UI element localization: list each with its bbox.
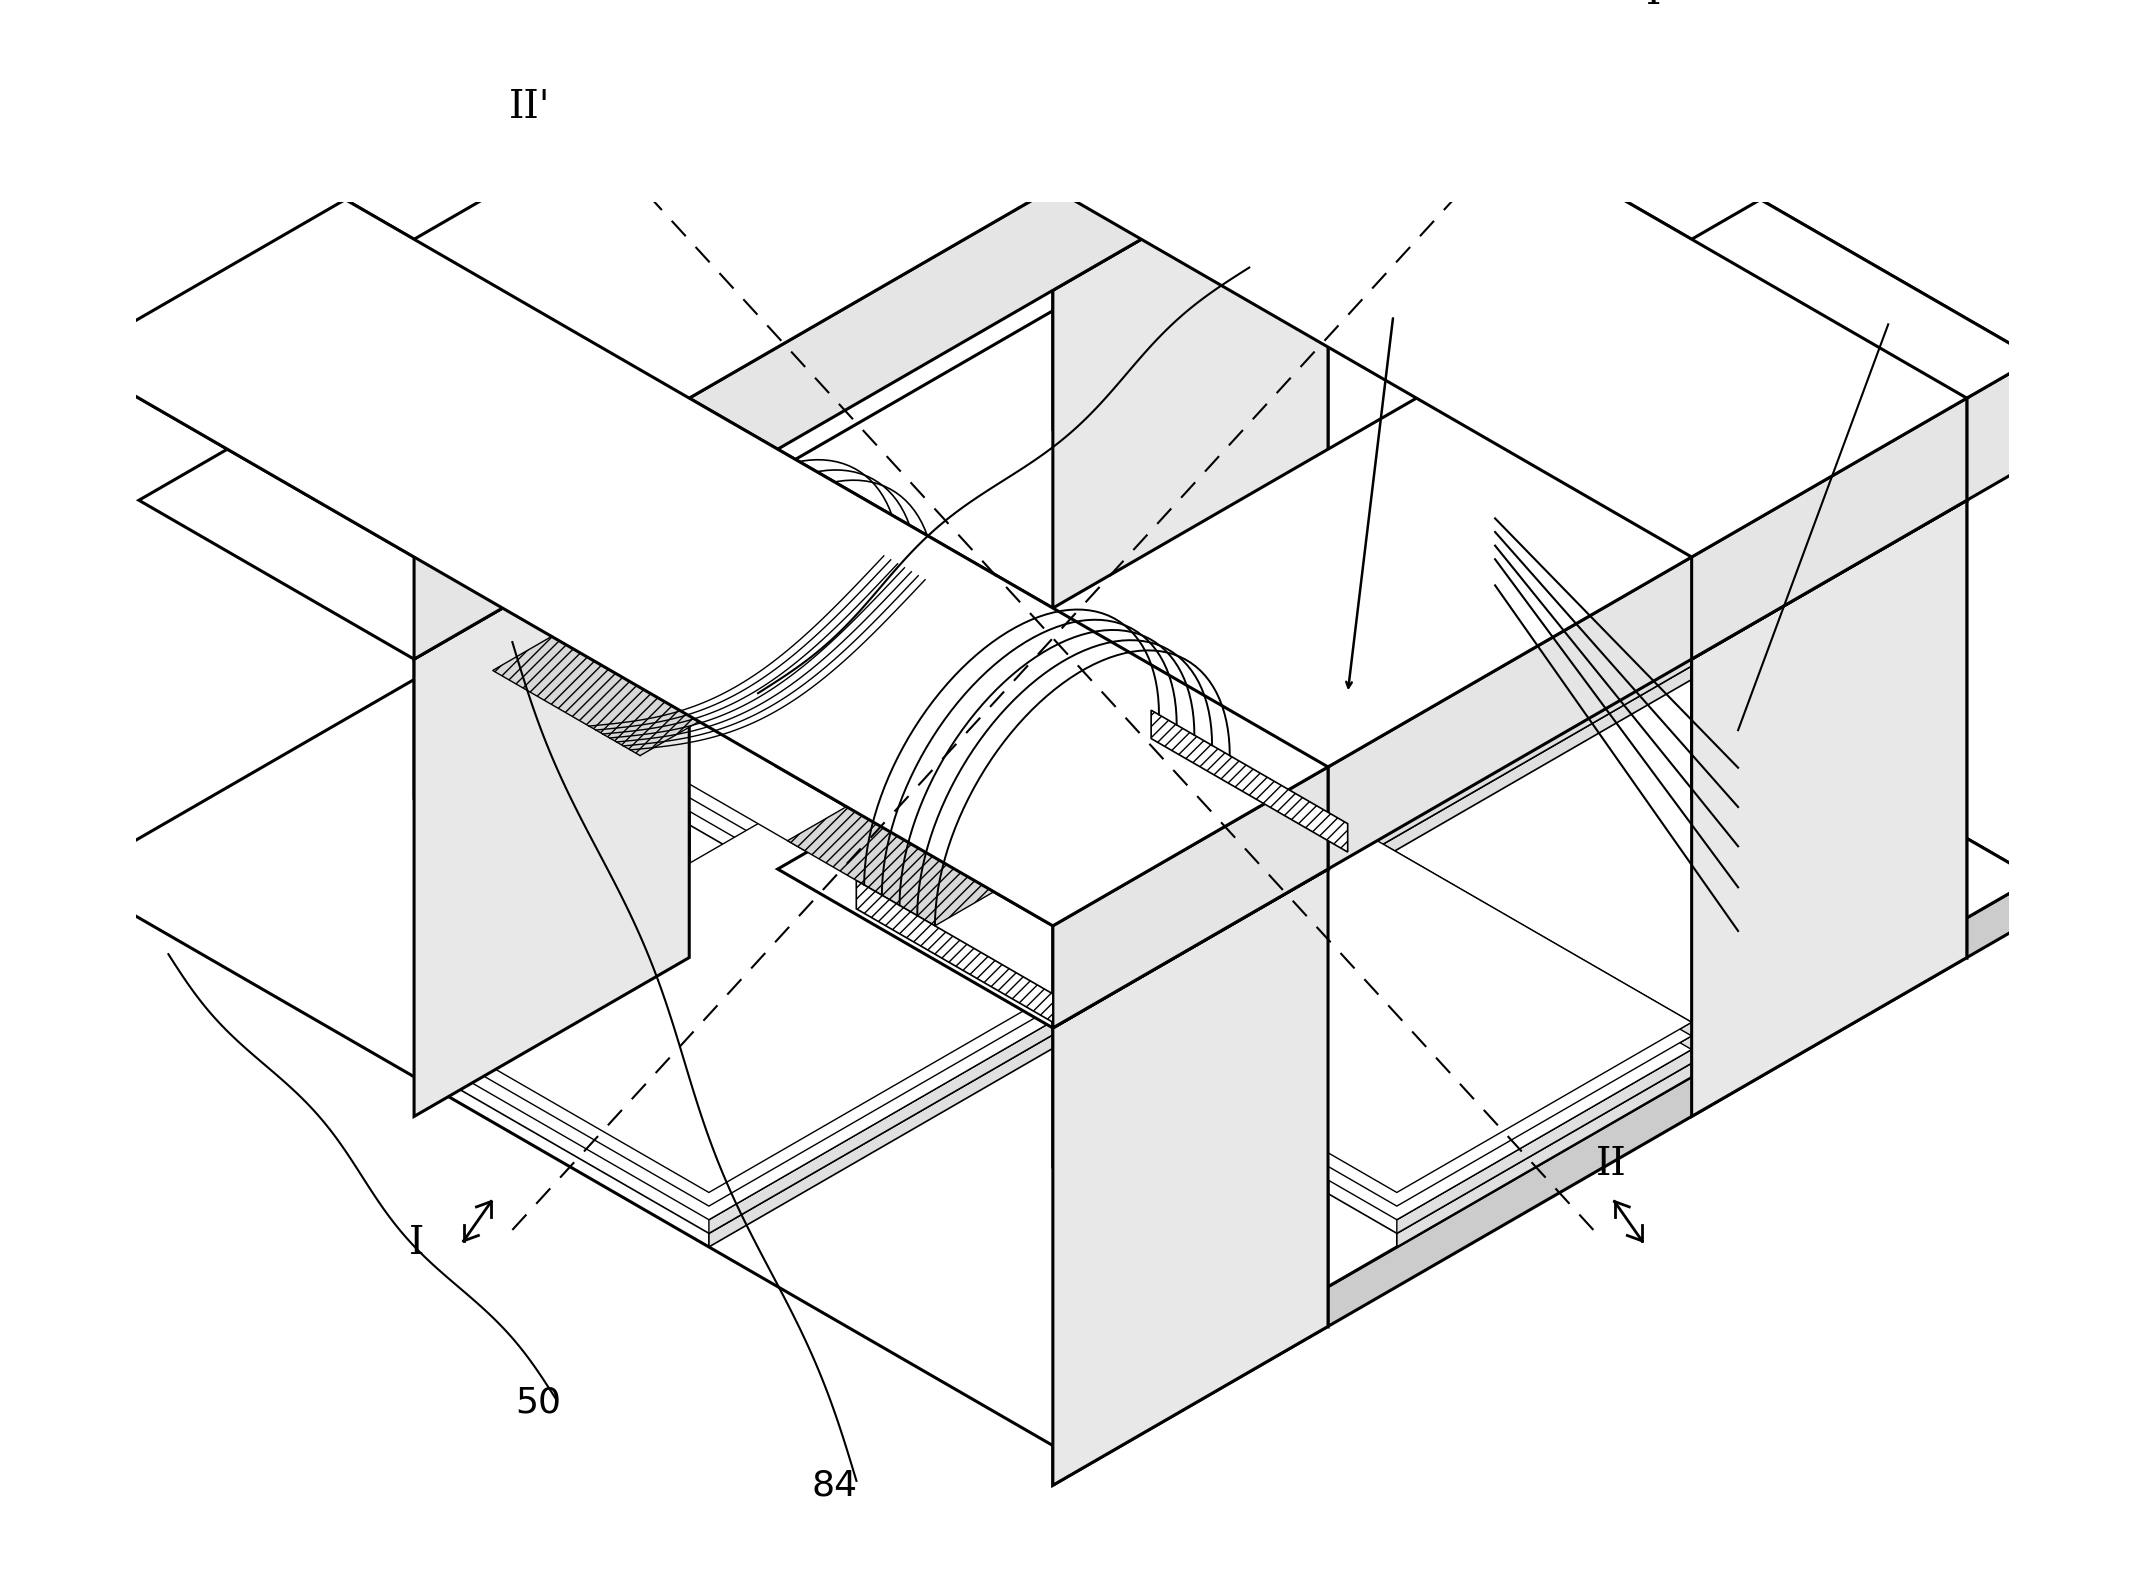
Polygon shape xyxy=(779,0,1328,291)
Text: II': II' xyxy=(508,89,551,126)
Polygon shape xyxy=(1396,1022,1692,1207)
Polygon shape xyxy=(71,310,2036,1445)
Polygon shape xyxy=(1053,711,1328,1326)
Text: II: II xyxy=(1596,1146,1626,1183)
Polygon shape xyxy=(1692,501,1967,1116)
Polygon shape xyxy=(787,671,1229,925)
Polygon shape xyxy=(71,199,1328,925)
Polygon shape xyxy=(1396,496,1692,679)
Polygon shape xyxy=(414,0,1396,660)
Text: I: I xyxy=(410,1224,425,1261)
Text: 32: 32 xyxy=(1742,830,1789,863)
Text: I': I' xyxy=(1645,0,1671,13)
Text: 50: 50 xyxy=(515,1385,560,1420)
Polygon shape xyxy=(708,652,1692,1234)
Polygon shape xyxy=(1053,766,1328,1027)
Polygon shape xyxy=(708,469,1692,1049)
Text: 10: 10 xyxy=(1742,914,1789,948)
Polygon shape xyxy=(1053,358,2036,1027)
Polygon shape xyxy=(139,0,1396,556)
Polygon shape xyxy=(1416,342,1967,660)
Text: 22: 22 xyxy=(1802,814,1847,847)
Polygon shape xyxy=(1053,878,2036,1485)
Polygon shape xyxy=(708,455,1692,1035)
Text: 84: 84 xyxy=(811,1468,858,1503)
Polygon shape xyxy=(708,482,1692,1064)
Polygon shape xyxy=(1053,310,2036,917)
Text: 34: 34 xyxy=(1742,790,1789,824)
Text: 70: 70 xyxy=(1742,714,1789,747)
Polygon shape xyxy=(708,639,1692,1220)
Polygon shape xyxy=(708,625,1692,1207)
Polygon shape xyxy=(414,501,689,1116)
Polygon shape xyxy=(779,199,2036,925)
Polygon shape xyxy=(856,881,1053,1022)
Polygon shape xyxy=(1396,455,1692,639)
Polygon shape xyxy=(414,469,1692,1207)
Polygon shape xyxy=(779,711,1328,1027)
Polygon shape xyxy=(1053,870,1328,1485)
Polygon shape xyxy=(414,496,1692,1234)
Text: 20: 20 xyxy=(1742,870,1789,905)
Polygon shape xyxy=(708,0,1967,556)
Polygon shape xyxy=(414,482,1692,1220)
Polygon shape xyxy=(1152,711,1347,852)
Polygon shape xyxy=(414,455,1692,1192)
Polygon shape xyxy=(414,482,1692,1220)
Text: 80: 80 xyxy=(1362,277,1407,310)
Polygon shape xyxy=(493,501,935,755)
Polygon shape xyxy=(1692,342,1967,957)
Polygon shape xyxy=(345,199,1328,870)
Polygon shape xyxy=(1396,1035,1692,1220)
Polygon shape xyxy=(1396,482,1692,666)
Text: 36: 36 xyxy=(1742,750,1789,785)
Polygon shape xyxy=(414,455,1692,1192)
Polygon shape xyxy=(985,0,1967,501)
Polygon shape xyxy=(1053,0,1328,588)
Text: 30: 30 xyxy=(1750,792,1795,825)
Polygon shape xyxy=(139,342,689,660)
Polygon shape xyxy=(414,342,689,957)
Polygon shape xyxy=(1396,469,1692,652)
Polygon shape xyxy=(708,496,1692,1076)
Polygon shape xyxy=(708,666,1692,1247)
Polygon shape xyxy=(414,469,1692,1207)
Text: 82: 82 xyxy=(1223,229,1268,262)
Polygon shape xyxy=(1396,1049,1692,1234)
Polygon shape xyxy=(414,496,1692,1234)
Polygon shape xyxy=(1761,199,2036,461)
Polygon shape xyxy=(1396,1064,1692,1247)
Polygon shape xyxy=(1692,398,1967,660)
Polygon shape xyxy=(1122,0,1396,92)
Polygon shape xyxy=(1053,132,1328,747)
